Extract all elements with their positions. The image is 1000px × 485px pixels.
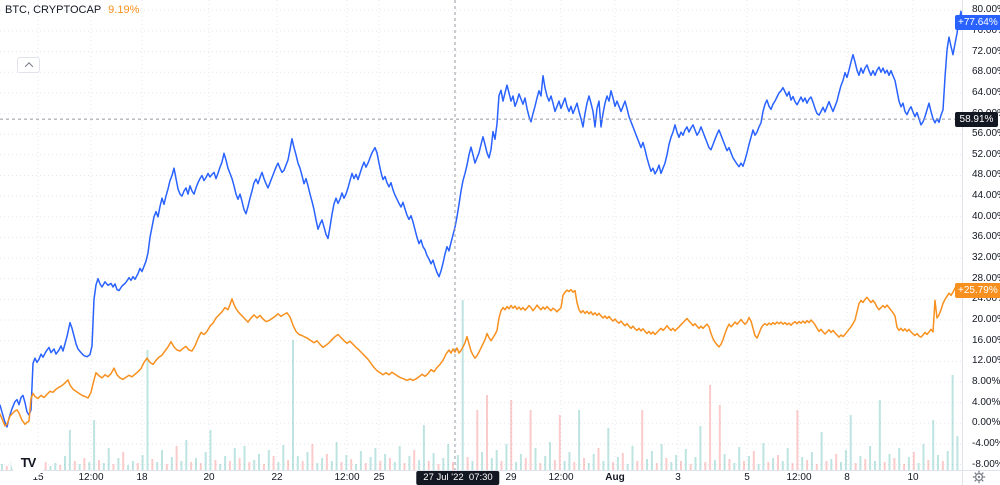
time-tick-label: 12:00 bbox=[334, 472, 360, 483]
time-tick-label: 18 bbox=[136, 472, 148, 483]
crosshair-price-badge: 58.91% bbox=[955, 112, 998, 127]
price-tick-label: 36.00% bbox=[972, 231, 1000, 242]
price-tick-label: 32.00% bbox=[972, 252, 1000, 263]
time-tick-label: 12:00 bbox=[78, 472, 104, 483]
legend-symbol-text[interactable]: BTC, CRYPTOCAP bbox=[5, 4, 102, 16]
time-tick-label: 15 bbox=[32, 472, 44, 483]
price-tick-label: 44.00% bbox=[972, 190, 1000, 201]
last-value-badge-btc: +77.64% bbox=[955, 15, 1000, 30]
chevron-up-icon bbox=[24, 62, 33, 71]
time-tick-label: 10 bbox=[907, 472, 919, 483]
last-value-badge-cryptocap: +25.79% bbox=[955, 283, 1000, 298]
legend-collapse-button[interactable] bbox=[17, 57, 40, 73]
time-tick-label: 8 bbox=[844, 472, 850, 483]
time-tick-label: 5 bbox=[744, 472, 750, 483]
legend-change-value: 9.19% bbox=[108, 4, 140, 16]
price-tick-label: 8.00% bbox=[972, 376, 1000, 387]
time-tick-label: 3 bbox=[675, 472, 681, 483]
price-scale[interactable]: 80.00%76.00%72.00%68.00%64.00%60.00%56.0… bbox=[962, 0, 1000, 470]
price-tick-label: 0.00% bbox=[972, 417, 1000, 428]
time-tick-label: Aug bbox=[605, 472, 625, 483]
time-tick-label: 29 bbox=[505, 472, 517, 483]
crosshair-time-badge: 27 Jul '22 07:30 bbox=[416, 470, 500, 485]
price-tick-label: 28.00% bbox=[972, 273, 1000, 284]
price-tick-label: 48.00% bbox=[972, 169, 1000, 180]
price-tick-label: 52.00% bbox=[972, 149, 1000, 160]
time-tick-label: 22 bbox=[271, 472, 283, 483]
symbol-legend[interactable]: BTC, CRYPTOCAP 9.19% bbox=[5, 4, 139, 16]
price-tick-label: 56.00% bbox=[972, 128, 1000, 139]
price-tick-label: 68.00% bbox=[972, 66, 1000, 77]
price-tick-label: 72.00% bbox=[972, 46, 1000, 57]
price-tick-label: -4.00% bbox=[972, 438, 1000, 449]
price-tick-label: 80.00% bbox=[972, 4, 1000, 15]
price-tick-label: 12.00% bbox=[972, 355, 1000, 366]
price-tick-label: 24.00% bbox=[972, 293, 1000, 304]
tradingview-logo[interactable]: TV bbox=[11, 445, 45, 479]
time-scale[interactable]: 15 12:00 18 20 22 12:00 25 29 12:00 Aug 3 5 12:00 8 10 bbox=[0, 470, 1000, 485]
scale-settings-gear-icon[interactable] bbox=[972, 470, 986, 484]
price-tick-label: -8.00% bbox=[972, 459, 1000, 470]
time-tick-label: 20 bbox=[203, 472, 215, 483]
time-tick-label: 12:00 bbox=[786, 472, 812, 483]
price-tick-label: 40.00% bbox=[972, 211, 1000, 222]
price-tick-label: 4.00% bbox=[972, 397, 1000, 408]
time-tick-label: 25 bbox=[373, 472, 385, 483]
price-tick-label: 20.00% bbox=[972, 314, 1000, 325]
time-tick-label: 12:00 bbox=[548, 472, 574, 483]
price-tick-label: 64.00% bbox=[972, 87, 1000, 98]
price-tick-label: 16.00% bbox=[972, 335, 1000, 346]
price-tick-label: 76.00% bbox=[972, 25, 1000, 36]
